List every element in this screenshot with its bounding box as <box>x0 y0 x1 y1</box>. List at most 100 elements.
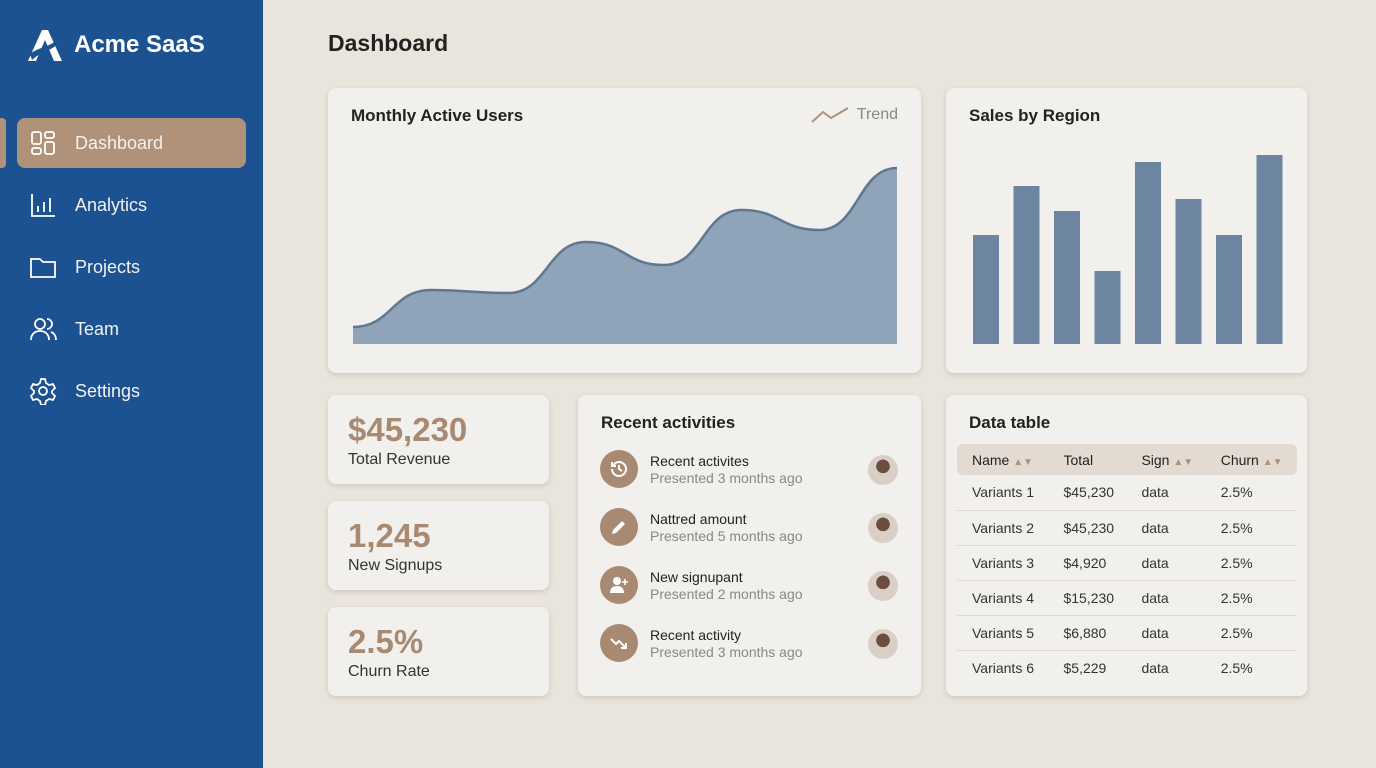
kpi-label: Churn Rate <box>348 663 430 680</box>
table-cell: Variants 6 <box>972 659 1034 676</box>
folder-icon <box>30 258 56 278</box>
table-cell: Variants 4 <box>957 580 1049 616</box>
trend-toggle[interactable]: Trend <box>811 106 898 124</box>
table-cell: $45,230 <box>1048 510 1127 546</box>
bar <box>1013 186 1040 344</box>
activity-subtitle: Presented 3 months ago <box>650 644 803 660</box>
bar-chart-icon <box>31 194 55 217</box>
sort-icon: ▲▼ <box>1013 456 1034 468</box>
sidebar-item-label: Analytics <box>75 194 148 215</box>
kpi-label: Total Revenue <box>348 451 451 468</box>
sidebar-item-team[interactable]: Team <box>17 304 246 354</box>
sales-title: Sales by Region <box>969 106 1101 125</box>
app-name: Acme SaaS <box>74 31 205 58</box>
kpi-card-signups: 1,245 New Signups <box>328 501 549 590</box>
table-cell: $6,880 <box>1048 615 1127 651</box>
activity-item[interactable]: New signupant Presented 2 months ago <box>600 566 900 606</box>
table-row[interactable]: Variants 5 $6,880 data 2.5% <box>957 615 1297 651</box>
kpi-label: New Signups <box>348 557 443 574</box>
table-cell: Variants 3 <box>957 545 1049 581</box>
sidebar-item-settings[interactable]: Settings <box>17 366 246 416</box>
table-row[interactable]: Variants 3 $4,920 data 2.5% <box>957 545 1297 581</box>
bar <box>1054 211 1080 344</box>
activity-title: Recent activity <box>650 627 742 643</box>
area-fill <box>353 168 897 344</box>
sidebar: Acme SaaS Dashboard Analytics Projects T… <box>0 0 263 768</box>
history-icon <box>600 450 638 488</box>
activity-item[interactable]: Recent activity Presented 3 months ago <box>600 624 900 664</box>
table-cell: data <box>1126 615 1206 651</box>
mau-card: Monthly Active Users Trend <box>328 88 921 373</box>
activity-title: New signupant <box>650 569 743 585</box>
activity-item[interactable]: Nattred amount Presented 5 months ago <box>600 508 900 548</box>
trend-down-icon <box>600 624 638 662</box>
table-title: Data table <box>969 413 1051 432</box>
sales-bar-chart <box>973 155 1283 344</box>
bar <box>1175 199 1202 344</box>
table-cell: data <box>1126 475 1206 511</box>
table-cell: data <box>1126 545 1206 581</box>
sidebar-item-analytics[interactable]: Analytics <box>17 180 246 230</box>
table-row[interactable]: Variants 6 $5,229 data 2.5% <box>957 650 1297 685</box>
mau-area-chart <box>352 166 898 344</box>
table-cell: 2.5% <box>1205 545 1297 581</box>
sidebar-item-label: Projects <box>75 256 141 277</box>
trend-icon <box>811 107 849 123</box>
table-cell: $5,229 <box>1063 659 1107 676</box>
table-row[interactable]: Variants 1 $45,230 data 2.5% <box>957 475 1297 511</box>
pencil-icon <box>600 508 638 546</box>
table-row[interactable]: Variants 4 $15,230 data 2.5% <box>957 580 1297 616</box>
sales-card: Sales by Region <box>946 88 1307 373</box>
logo[interactable]: Acme SaaS <box>26 28 205 62</box>
column-header-name[interactable]: Name ▲▼ <box>957 444 1049 475</box>
table-cell: $4,920 <box>1048 545 1127 581</box>
trend-label: Trend <box>856 106 898 123</box>
page-title: Dashboard <box>328 30 449 56</box>
sidebar-item-label: Settings <box>75 380 141 401</box>
column-header-sign[interactable]: Sign ▲▼ <box>1126 444 1206 475</box>
data-table: Name ▲▼ Total Sign ▲▼ Churn ▲▼ Variants … <box>957 444 1297 685</box>
activity-subtitle: Presented 2 months ago <box>650 586 803 602</box>
avatar <box>868 629 898 659</box>
bar <box>1094 271 1121 344</box>
bar <box>1135 162 1161 344</box>
activity-title: Nattred amount <box>650 511 747 527</box>
sort-icon: ▲▼ <box>1262 456 1283 468</box>
table-row[interactable]: Variants 2 $45,230 data 2.5% <box>957 510 1297 546</box>
table-cell: $15,230 <box>1048 580 1127 616</box>
bar <box>973 235 999 344</box>
column-header-total[interactable]: Total <box>1048 444 1127 475</box>
kpi-value: 1,245 <box>348 517 431 554</box>
area-line <box>352 166 898 329</box>
activity-title: Recent activites <box>650 453 749 469</box>
acme-logo-icon <box>28 30 62 61</box>
table-cell: data <box>1126 580 1206 616</box>
table-cell: data <box>1141 659 1169 676</box>
avatar <box>868 571 898 601</box>
table-cell: Variants 2 <box>957 510 1049 546</box>
table-cell: 2.5% <box>1205 510 1297 546</box>
table-cell: 2.5% <box>1205 615 1297 651</box>
users-icon <box>30 318 57 341</box>
table-cell: Variants 5 <box>957 615 1049 651</box>
kpi-card-churn: 2.5% Churn Rate <box>328 607 549 696</box>
gear-icon <box>29 378 57 405</box>
activities-title: Recent activities <box>601 413 736 432</box>
avatar <box>868 513 898 543</box>
table-cell: 2.5% <box>1205 580 1297 616</box>
user-plus-icon <box>600 566 638 604</box>
table-cell: 2.5% <box>1220 659 1253 676</box>
table-cell: Variants 1 <box>957 475 1049 511</box>
bar <box>1256 155 1283 344</box>
sidebar-item-label: Team <box>75 318 120 339</box>
activities-card: Recent activities Recent activites Prese… <box>578 395 921 696</box>
bar <box>1216 235 1242 344</box>
activity-item[interactable]: Recent activites Presented 3 months ago <box>600 450 900 490</box>
activity-subtitle: Presented 3 months ago <box>650 470 803 486</box>
table-cell: data <box>1126 510 1206 546</box>
sidebar-item-projects[interactable]: Projects <box>17 242 246 292</box>
column-header-churn[interactable]: Churn ▲▼ <box>1205 444 1297 475</box>
sidebar-item-label: Dashboard <box>75 132 164 153</box>
activity-subtitle: Presented 5 months ago <box>650 528 803 544</box>
sidebar-item-dashboard[interactable]: Dashboard <box>17 118 246 168</box>
